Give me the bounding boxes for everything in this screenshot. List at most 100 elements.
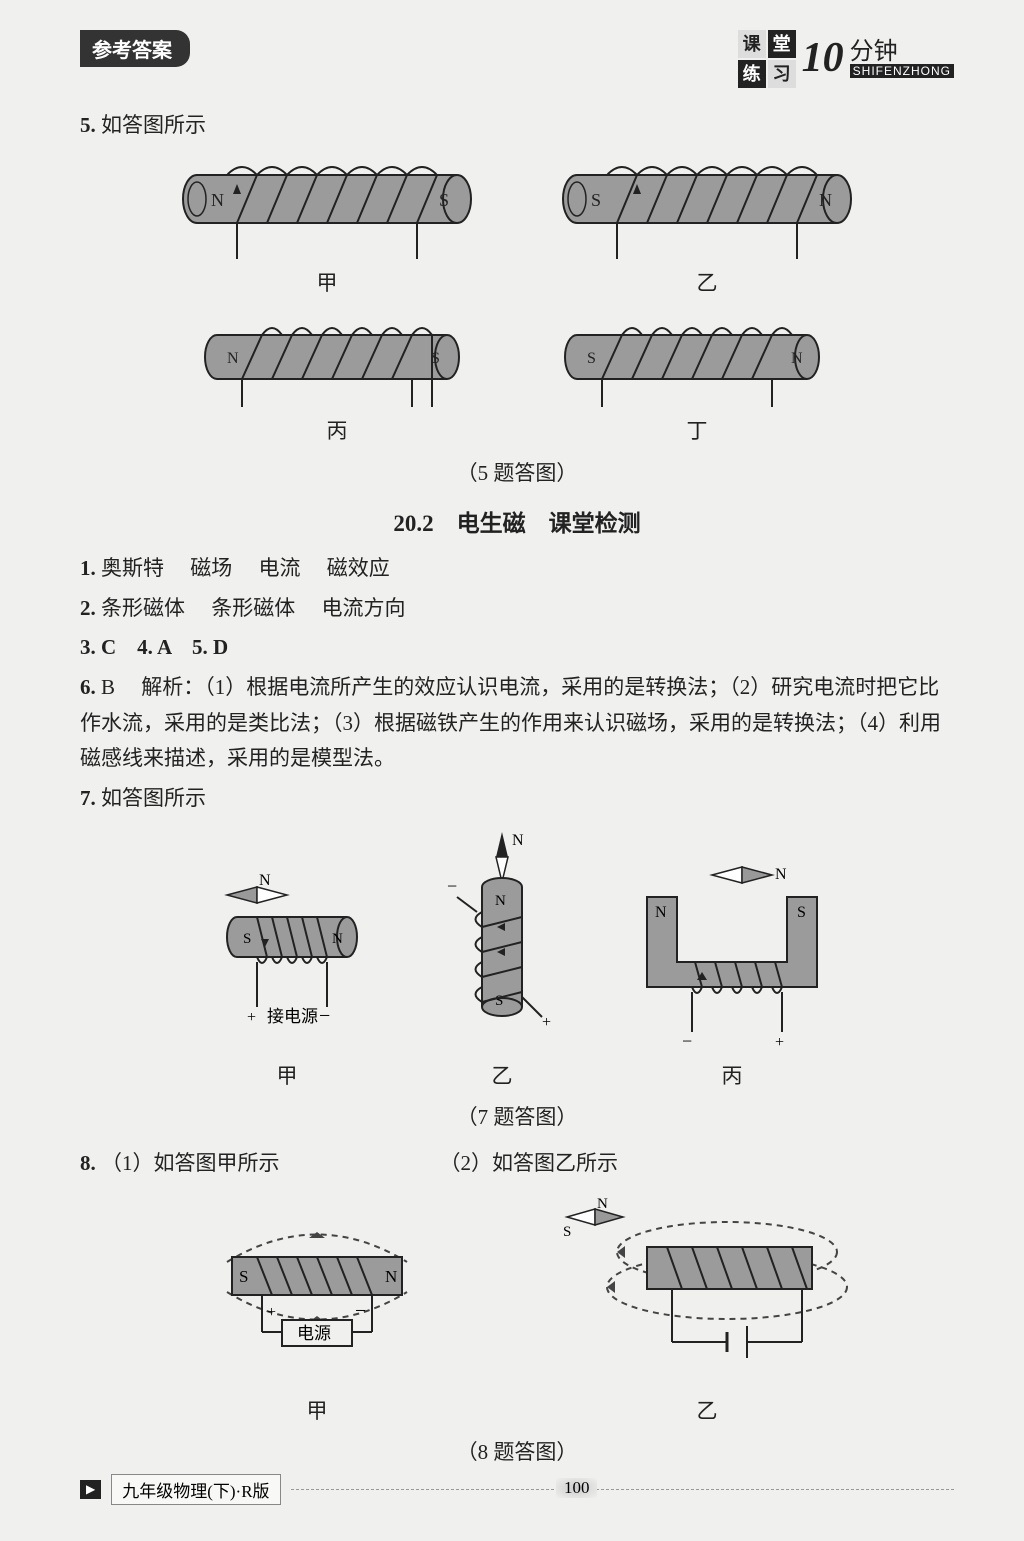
svg-text:−: − [319,1005,330,1027]
a1-num: 1. [80,556,96,580]
page-number: 100 [556,1478,598,1498]
page: 参考答案 课 堂 练 习 10 分钟 SHIFENZHONG 5. 如答图所示 [0,0,1024,1541]
svg-text:S: S [797,904,806,921]
fig7-jia-src: 接电源 [267,1007,318,1026]
fig5-ding: S N 丁 [547,307,847,450]
fig7-jia-label: 甲 [187,1059,387,1095]
q5-line: 5. 如答图所示 [80,108,954,144]
brand-cell: 堂 [768,30,796,58]
brand-pinyin: SHIFENZHONG [850,64,954,78]
a3-line: 3. C 4. A 5. D [80,630,954,666]
svg-text:+: + [247,1009,256,1026]
svg-text:N: N [512,832,524,849]
brand-block: 课 堂 练 习 10 分钟 SHIFENZHONG [738,30,954,88]
a2-num: 2. [80,596,96,620]
svg-text:−: − [682,1031,692,1051]
fig5-jia: N S [167,154,487,302]
brand-cell: 练 [738,60,766,88]
fig5-caption: （5 题答图） [80,456,954,492]
svg-text:N: N [597,1196,608,1212]
svg-text:S: S [591,190,601,210]
fig5-yi: S N [547,154,867,302]
svg-text:S: S [563,1224,571,1240]
figure-5: N S [80,154,954,492]
a2-p1: 条形磁体 [211,596,295,620]
brand-grid: 课 堂 练 习 [738,30,796,88]
fig5-bing-label: 丙 [187,414,487,450]
svg-text:S: S [495,993,503,1009]
fig5-jia-label: 甲 [167,266,487,302]
figure-7: N S N [80,827,954,1136]
content-body: 5. 如答图所示 N S [80,108,954,1471]
fig7-bing: N N S − [617,857,847,1095]
fig7-bing-label: 丙 [617,1059,847,1095]
a1-p2: 电流 [259,556,301,580]
fig5-row2: N S 丙 [80,307,954,450]
a6-exp-label: 解析： [141,675,204,699]
fig5-row1: N S [80,154,954,302]
brand-text: 分钟 SHIFENZHONG [850,40,954,78]
a1-p1: 磁场 [190,556,232,580]
a1-line: 1. 奥斯特 磁场 电流 磁效应 [80,551,954,587]
a6-block: 6. B 解析：（1）根据电流所产生的效应认识电流，采用的是转换法；（2）研究电… [80,670,954,777]
svg-text:−: − [355,1300,366,1322]
svg-text:S: S [243,931,251,947]
svg-text:N: N [211,190,224,210]
svg-text:N: N [775,866,787,883]
svg-text:N: N [791,350,803,367]
brand-cell: 习 [768,60,796,88]
footer-line: 100 [291,1489,954,1490]
fig7-caption: （7 题答图） [80,1100,954,1136]
q7-line: 7. 如答图所示 [80,781,954,817]
fig8-yi-label: 乙 [557,1394,857,1430]
brand-number: 10 [802,40,844,78]
fig5-bing: N S 丙 [187,307,487,450]
a2-p2: 电流方向 [322,596,406,620]
q8-p1: （1）如答图甲所示 [101,1151,280,1175]
page-footer: ▶ 九年级物理(下)·R版 100 [80,1474,954,1505]
svg-text:N: N [495,893,506,909]
answer-badge: 参考答案 [80,30,190,67]
brand-cell: 课 [738,30,766,58]
fig8-yi: S N [557,1192,857,1430]
svg-text:+: + [775,1034,784,1051]
svg-text:−: − [447,876,457,896]
fig8-jia: S N 电源 + − [177,1202,457,1430]
a2-line: 2. 条形磁体 条形磁体 电流方向 [80,591,954,627]
footer-arrow-icon: ▶ [80,1480,101,1499]
a1-p3: 磁效应 [327,556,390,580]
q7-num: 7. [80,786,96,810]
svg-text:S: S [587,350,596,367]
fig5-ding-label: 丁 [547,414,847,450]
section-title: 20.2 电生磁 课堂检测 [80,504,954,543]
q7-text: 如答图所示 [101,786,206,810]
svg-text:N: N [819,190,832,210]
a1-p0: 奥斯特 [101,556,164,580]
q5-text: 如答图所示 [101,113,206,137]
fig8-caption: （8 题答图） [80,1435,954,1471]
fig8-row: S N 电源 + − [80,1192,954,1430]
svg-text:N: N [259,872,271,889]
fig8-jia-label: 甲 [177,1394,457,1430]
fig7-row: N S N [80,827,954,1095]
fig7-jia: N S N [187,867,387,1095]
brand-fz: 分钟 [850,40,954,64]
a6-ans: B [101,675,115,699]
q8-line: 8. （1）如答图甲所示 （2）如答图乙所示 [80,1146,954,1182]
a6-num: 6. [80,675,96,699]
figure-8: S N 电源 + − [80,1192,954,1471]
page-header: 参考答案 课 堂 练 习 10 分钟 SHIFENZHONG [80,30,954,88]
svg-text:N: N [227,350,239,367]
svg-text:S: S [239,1267,248,1286]
svg-text:电源: 电源 [297,1324,331,1343]
svg-text:+: + [267,1304,276,1321]
fig5-yi-label: 乙 [547,266,867,302]
q5-num: 5. [80,113,96,137]
fig7-yi-label: 乙 [427,1059,577,1095]
svg-text:N: N [332,931,343,947]
svg-text:+: + [542,1014,551,1031]
q8-p2: （2）如答图乙所示 [440,1146,619,1182]
q8-num: 8. [80,1151,96,1175]
svg-text:N: N [385,1267,397,1286]
footer-book-label: 九年级物理(下)·R版 [111,1474,280,1505]
